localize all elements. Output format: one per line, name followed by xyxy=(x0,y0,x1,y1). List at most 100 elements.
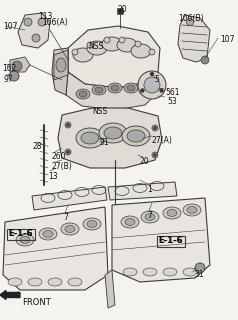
Polygon shape xyxy=(108,182,177,200)
Circle shape xyxy=(87,42,93,48)
Polygon shape xyxy=(68,26,160,88)
Text: 20: 20 xyxy=(118,5,128,14)
Polygon shape xyxy=(3,207,108,290)
Text: 28: 28 xyxy=(33,142,43,151)
Ellipse shape xyxy=(108,83,122,93)
Ellipse shape xyxy=(73,48,93,62)
Circle shape xyxy=(24,18,32,26)
Circle shape xyxy=(9,71,19,81)
Text: E-1-6: E-1-6 xyxy=(8,229,33,238)
Ellipse shape xyxy=(56,58,66,72)
Polygon shape xyxy=(32,187,107,210)
Circle shape xyxy=(38,18,46,26)
Text: 113: 113 xyxy=(38,12,52,21)
Circle shape xyxy=(104,37,110,43)
Circle shape xyxy=(195,263,205,273)
Ellipse shape xyxy=(117,38,137,52)
Ellipse shape xyxy=(92,85,106,95)
Text: NSS: NSS xyxy=(88,42,103,51)
Ellipse shape xyxy=(104,127,122,139)
Polygon shape xyxy=(58,108,162,168)
Ellipse shape xyxy=(124,83,138,93)
Ellipse shape xyxy=(76,128,104,148)
Text: E-1-6: E-1-6 xyxy=(158,236,183,245)
Ellipse shape xyxy=(28,278,42,286)
Ellipse shape xyxy=(163,268,177,276)
Bar xyxy=(117,8,123,14)
Ellipse shape xyxy=(142,87,150,93)
Text: 106(B): 106(B) xyxy=(178,14,203,23)
Ellipse shape xyxy=(167,210,177,217)
Ellipse shape xyxy=(83,218,101,230)
Ellipse shape xyxy=(65,226,75,233)
Ellipse shape xyxy=(87,41,107,55)
Ellipse shape xyxy=(81,132,99,144)
Ellipse shape xyxy=(127,130,145,142)
Ellipse shape xyxy=(87,220,97,228)
Ellipse shape xyxy=(121,216,139,228)
Ellipse shape xyxy=(61,223,79,235)
Circle shape xyxy=(32,34,40,42)
Text: 107: 107 xyxy=(220,35,234,44)
Circle shape xyxy=(154,126,156,130)
Circle shape xyxy=(66,124,69,126)
Circle shape xyxy=(135,41,141,47)
Circle shape xyxy=(159,89,164,92)
Circle shape xyxy=(150,72,154,76)
Text: 27(B): 27(B) xyxy=(52,162,73,171)
FancyArrow shape xyxy=(0,291,20,300)
Ellipse shape xyxy=(125,219,135,226)
Polygon shape xyxy=(18,13,50,48)
Ellipse shape xyxy=(139,85,153,95)
Text: 31: 31 xyxy=(194,270,203,279)
Ellipse shape xyxy=(68,278,82,286)
Ellipse shape xyxy=(123,268,137,276)
Ellipse shape xyxy=(48,278,62,286)
Bar xyxy=(7,229,35,240)
Circle shape xyxy=(66,150,69,154)
Text: 7: 7 xyxy=(147,211,152,220)
Text: 53: 53 xyxy=(167,97,177,106)
Text: 97: 97 xyxy=(4,75,14,84)
Ellipse shape xyxy=(122,126,150,146)
Text: 27(A): 27(A) xyxy=(152,136,173,145)
Bar xyxy=(157,236,185,247)
Text: 5: 5 xyxy=(154,75,159,84)
Ellipse shape xyxy=(183,268,197,276)
Text: 20: 20 xyxy=(140,157,150,166)
Ellipse shape xyxy=(39,228,57,240)
Circle shape xyxy=(186,19,193,26)
Text: E-1-6: E-1-6 xyxy=(8,229,33,238)
Ellipse shape xyxy=(43,230,53,237)
Circle shape xyxy=(140,89,144,92)
Text: 7: 7 xyxy=(63,213,68,222)
Circle shape xyxy=(149,49,155,55)
Ellipse shape xyxy=(145,213,155,220)
Text: NSS: NSS xyxy=(92,107,107,116)
Circle shape xyxy=(65,122,71,128)
Ellipse shape xyxy=(187,206,197,213)
Text: 106(A): 106(A) xyxy=(42,18,68,27)
Ellipse shape xyxy=(79,91,87,97)
Polygon shape xyxy=(52,48,68,95)
Ellipse shape xyxy=(20,236,30,244)
Ellipse shape xyxy=(131,44,151,58)
Polygon shape xyxy=(178,15,210,62)
Polygon shape xyxy=(54,50,68,80)
Ellipse shape xyxy=(141,211,159,223)
Circle shape xyxy=(12,61,22,71)
Ellipse shape xyxy=(163,207,181,219)
Circle shape xyxy=(72,49,78,55)
Ellipse shape xyxy=(102,37,122,51)
Polygon shape xyxy=(10,57,30,72)
Polygon shape xyxy=(66,72,158,110)
Circle shape xyxy=(65,149,71,155)
Circle shape xyxy=(154,154,156,156)
Text: 1: 1 xyxy=(147,185,152,194)
Text: 162: 162 xyxy=(2,64,16,73)
Ellipse shape xyxy=(99,123,127,143)
Polygon shape xyxy=(105,270,115,308)
Text: 107: 107 xyxy=(3,22,18,31)
Circle shape xyxy=(138,71,166,99)
Text: FRONT: FRONT xyxy=(22,298,51,307)
